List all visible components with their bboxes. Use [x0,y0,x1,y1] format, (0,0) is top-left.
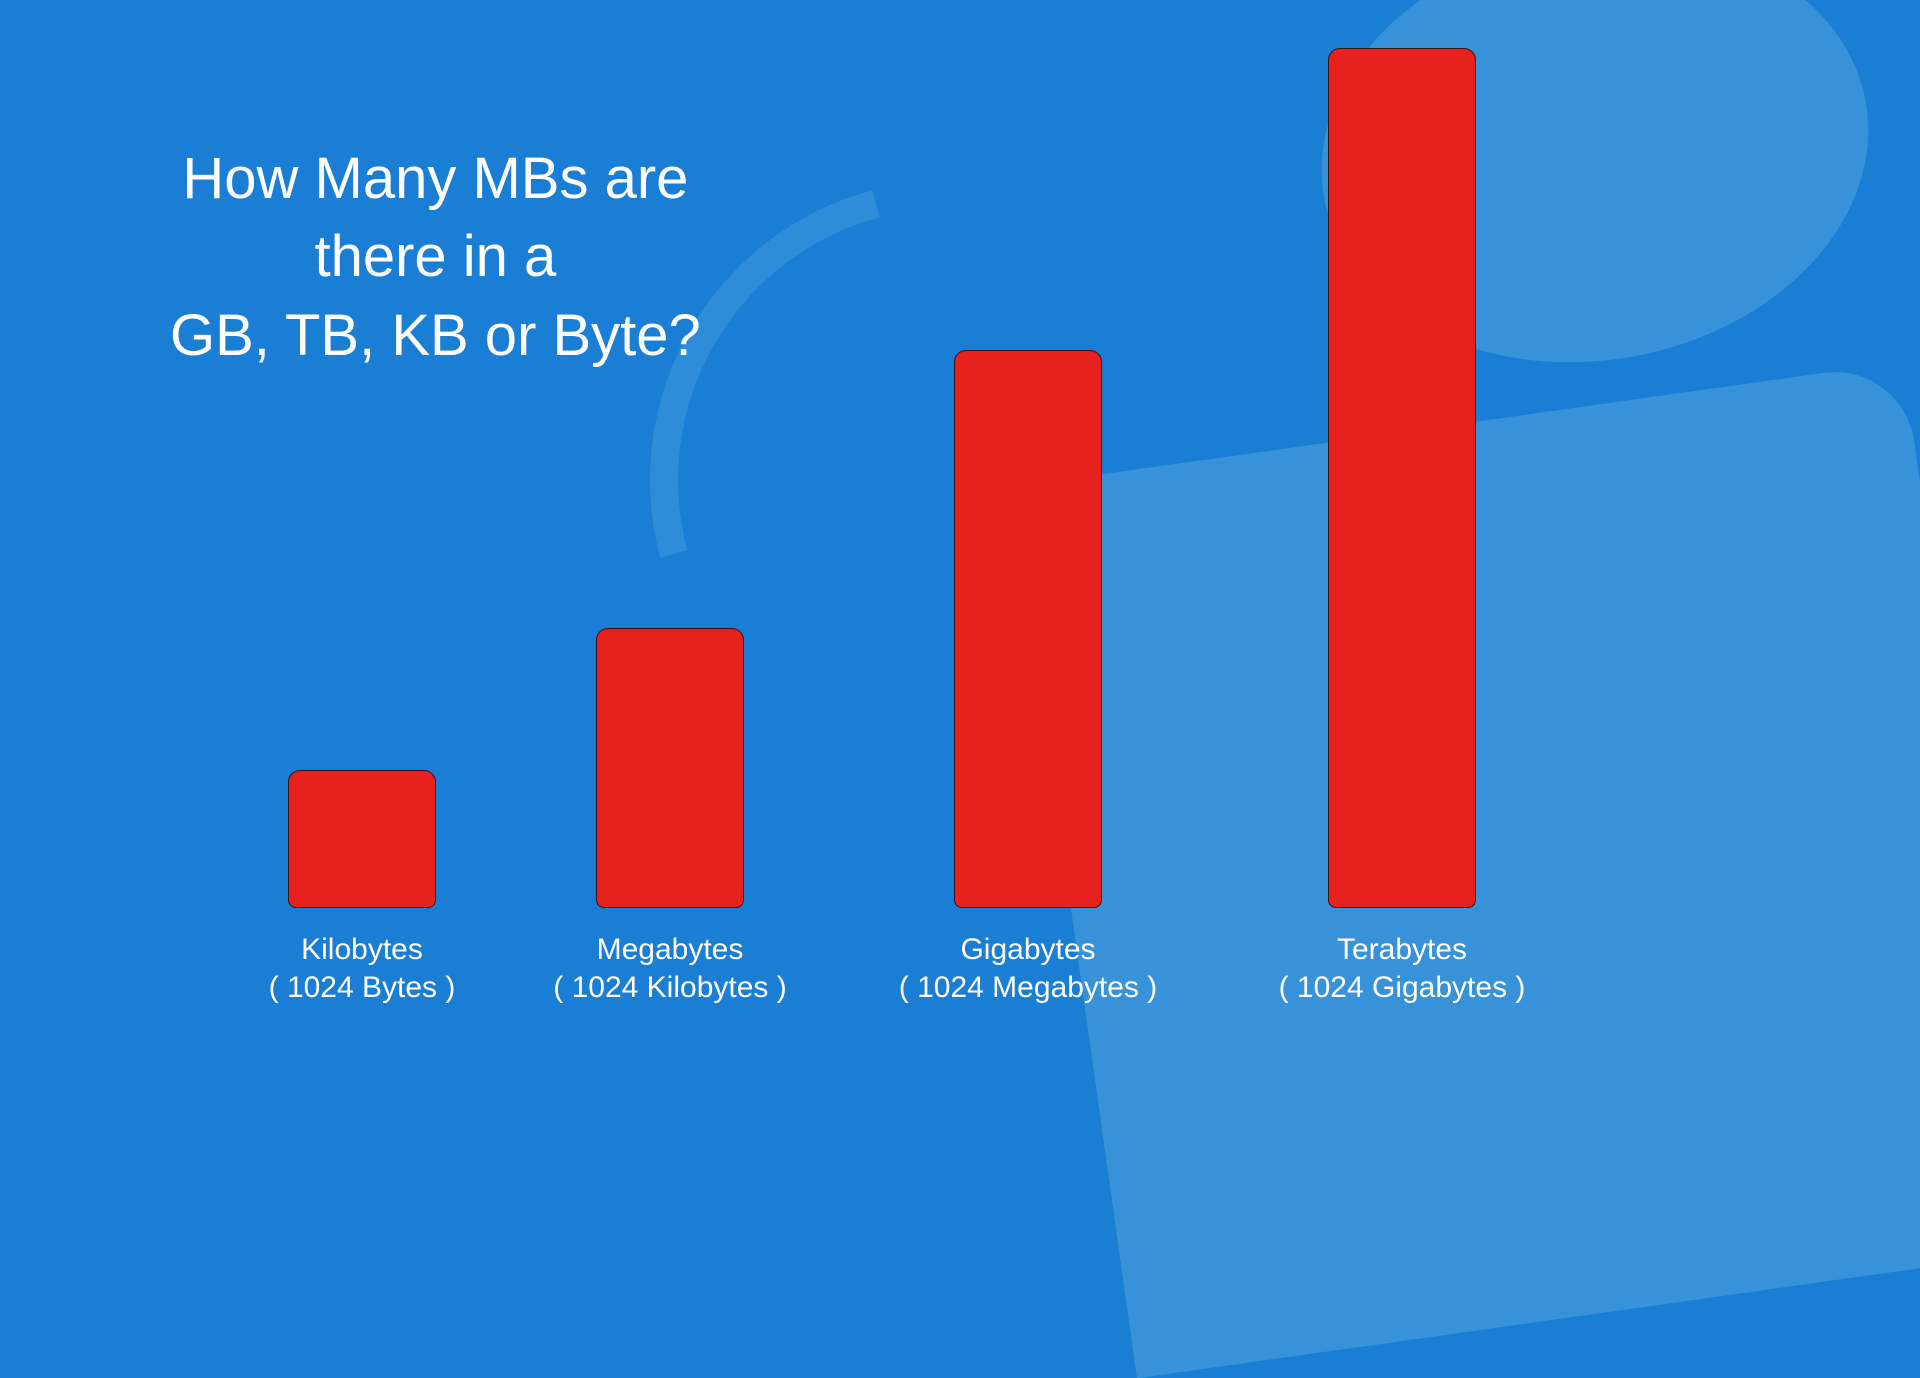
bar-labels-1: Megabytes ( 1024 Kilobytes ) [553,933,786,1005]
bar-sublabel-3: ( 1024 Gigabytes ) [1279,971,1526,1005]
bar-3 [1328,48,1476,908]
bar-labels-2: Gigabytes ( 1024 Megabytes ) [899,933,1157,1005]
bar-sublabel-0: ( 1024 Bytes ) [269,971,456,1005]
bar-labels-3: Terabytes ( 1024 Gigabytes ) [1279,933,1526,1005]
bar-labels-0: Kilobytes ( 1024 Bytes ) [269,933,456,1005]
bar-sublabel-2: ( 1024 Megabytes ) [899,971,1157,1005]
bar-group-3 [1328,48,1476,908]
bar-group-1 [596,628,744,908]
bar-label-3: Terabytes [1337,933,1467,967]
bar-1 [596,628,744,908]
bar-group-0 [288,770,436,908]
bar-group-2 [954,350,1102,908]
bar-0 [288,770,436,908]
bar-chart: Kilobytes ( 1024 Bytes ) Megabytes ( 1024 K… [0,0,1920,1080]
bar-2 [954,350,1102,908]
bar-label-0: Kilobytes [301,933,423,967]
bar-sublabel-1: ( 1024 Kilobytes ) [553,971,786,1005]
bar-label-1: Megabytes [597,933,744,967]
bar-label-2: Gigabytes [960,933,1095,967]
